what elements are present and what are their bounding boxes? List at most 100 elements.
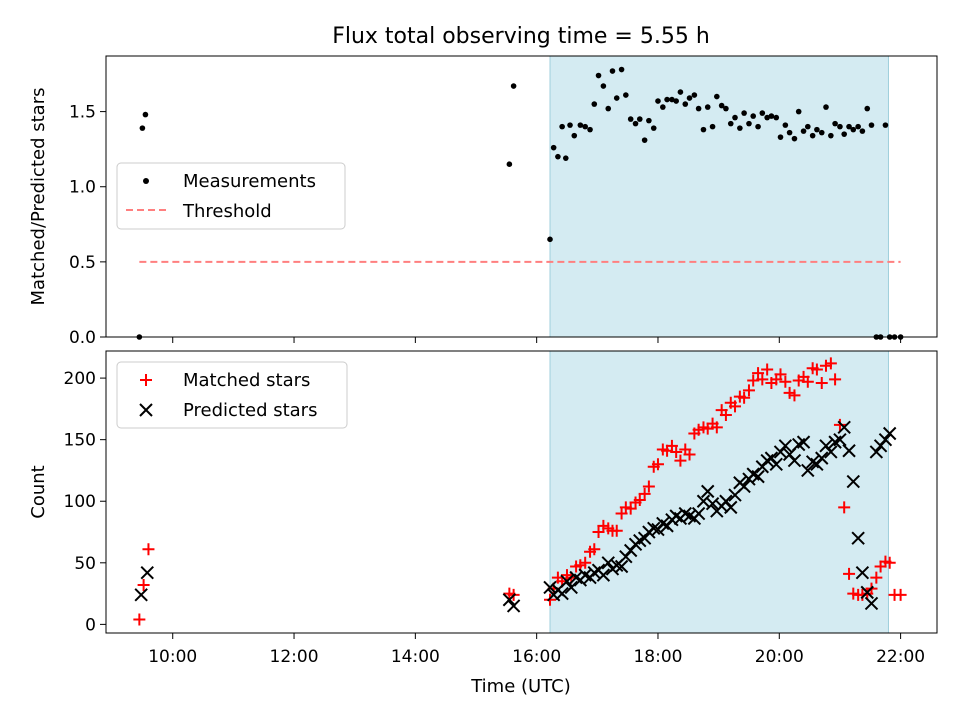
predicted-star-point <box>824 445 838 459</box>
predicted-star-point <box>860 585 874 600</box>
measurement-point <box>768 113 775 119</box>
measurement-point <box>567 122 573 128</box>
matched-star-point <box>674 454 687 467</box>
ratio-panel: 0.0 0.5 1.0 1.5 Matched/Predicted stars Mea… <box>28 55 938 348</box>
matched-star-point <box>801 375 814 388</box>
matched-star-point <box>579 556 592 569</box>
matched-star-point <box>651 458 664 471</box>
matched-star-point <box>838 501 851 514</box>
measurement-point <box>695 105 702 112</box>
measurement-point <box>623 92 629 98</box>
measurement-point <box>677 89 684 95</box>
predicted-star-point <box>769 457 783 472</box>
measurement-point <box>700 126 707 133</box>
measurement-point <box>818 129 825 136</box>
predicted-star-point <box>787 453 802 468</box>
predicted-star-point <box>751 469 765 484</box>
measurement-point <box>727 120 734 127</box>
matched-star-point <box>829 373 842 386</box>
measurement-point <box>823 104 829 110</box>
predicted-star-point <box>134 588 148 602</box>
y-tick-label: 1.5 <box>69 103 96 123</box>
predicted-star-point <box>864 596 879 611</box>
measurement-point <box>559 123 565 130</box>
x-axis-ticks <box>172 337 902 343</box>
measurement-point <box>859 128 866 134</box>
top-axes-frame <box>105 55 938 338</box>
measurement-point <box>682 101 689 107</box>
legend-label-threshold: Threshold <box>182 201 272 222</box>
measurement-point <box>595 72 602 79</box>
y-tick-label: 1.0 <box>69 178 96 198</box>
measurement-point <box>618 66 625 73</box>
y-tick-label: 200 <box>64 369 96 389</box>
measurement-point <box>139 125 146 131</box>
legend: Matched stars Predicted stars <box>116 361 348 429</box>
measurement-point <box>673 98 679 104</box>
measurement-point <box>882 122 889 128</box>
measurement-point <box>782 122 789 128</box>
measurement-point <box>759 110 766 116</box>
observing-window-span <box>549 55 889 338</box>
measurement-point <box>773 114 780 121</box>
matched-star-point <box>588 543 601 556</box>
measurement-point <box>550 144 557 151</box>
matched-star-point <box>870 571 883 584</box>
legend-marker-matched <box>140 374 152 386</box>
matched-star-point <box>642 480 655 493</box>
measurement-point <box>577 122 584 128</box>
bottom-axes-frame <box>105 350 938 634</box>
measurement-point <box>868 122 875 128</box>
measurement-point <box>641 137 648 143</box>
matched-star-point <box>738 391 751 404</box>
legend-box <box>116 162 346 230</box>
matched-star-point <box>670 445 683 458</box>
measurement-point <box>850 126 857 133</box>
matched-star-point <box>742 384 755 397</box>
measurement-point <box>587 126 593 133</box>
predicted-star-point <box>560 574 574 588</box>
predicted-star-point <box>882 426 897 441</box>
measurement-point <box>777 134 784 140</box>
predicted-star-point <box>596 568 611 582</box>
matched-star-point <box>810 363 823 376</box>
predicted-star-point <box>555 586 569 601</box>
predicted-star-point <box>614 559 629 574</box>
predicted-star-point <box>878 432 893 447</box>
measurement-points <box>136 66 904 340</box>
measurement-point <box>655 98 661 104</box>
measurement-point <box>723 105 729 112</box>
measurement-point <box>741 110 747 116</box>
predicted-star-point <box>737 479 751 494</box>
legend-label-matched: Matched stars <box>183 370 310 391</box>
legend-box <box>116 361 348 429</box>
measurement-point <box>864 105 871 112</box>
measurement-point <box>809 132 816 139</box>
measurement-point <box>686 95 693 101</box>
measurement-point <box>800 128 807 134</box>
x-tick-label: 18:00 <box>633 647 682 667</box>
measurement-point <box>791 135 798 142</box>
predicted-star-point <box>837 420 851 435</box>
count-panel: 0 50 100 150 200 10:00 12:00 14:00 16:00 18:00 20… <box>28 350 938 697</box>
measurement-point <box>805 123 811 130</box>
measurement-point <box>732 114 738 121</box>
measurement-point <box>605 105 612 112</box>
measurement-point <box>609 68 616 74</box>
measurement-point <box>828 132 834 139</box>
y-tick-label: 100 <box>64 492 96 512</box>
matched-star-point <box>824 357 837 370</box>
matched-star-point <box>815 377 828 390</box>
matched-star-point <box>719 409 732 422</box>
predicted-star-point <box>851 531 865 545</box>
measurement-point <box>627 116 634 122</box>
legend-marker-measurements <box>143 178 149 184</box>
predicted-stars-points <box>134 420 897 613</box>
measurement-point <box>636 116 643 122</box>
y-tick-label: 0.5 <box>69 253 96 273</box>
measurement-point <box>755 123 761 130</box>
matched-star-point <box>142 543 155 556</box>
measurement-point <box>506 161 513 167</box>
matched-star-point <box>756 373 769 386</box>
